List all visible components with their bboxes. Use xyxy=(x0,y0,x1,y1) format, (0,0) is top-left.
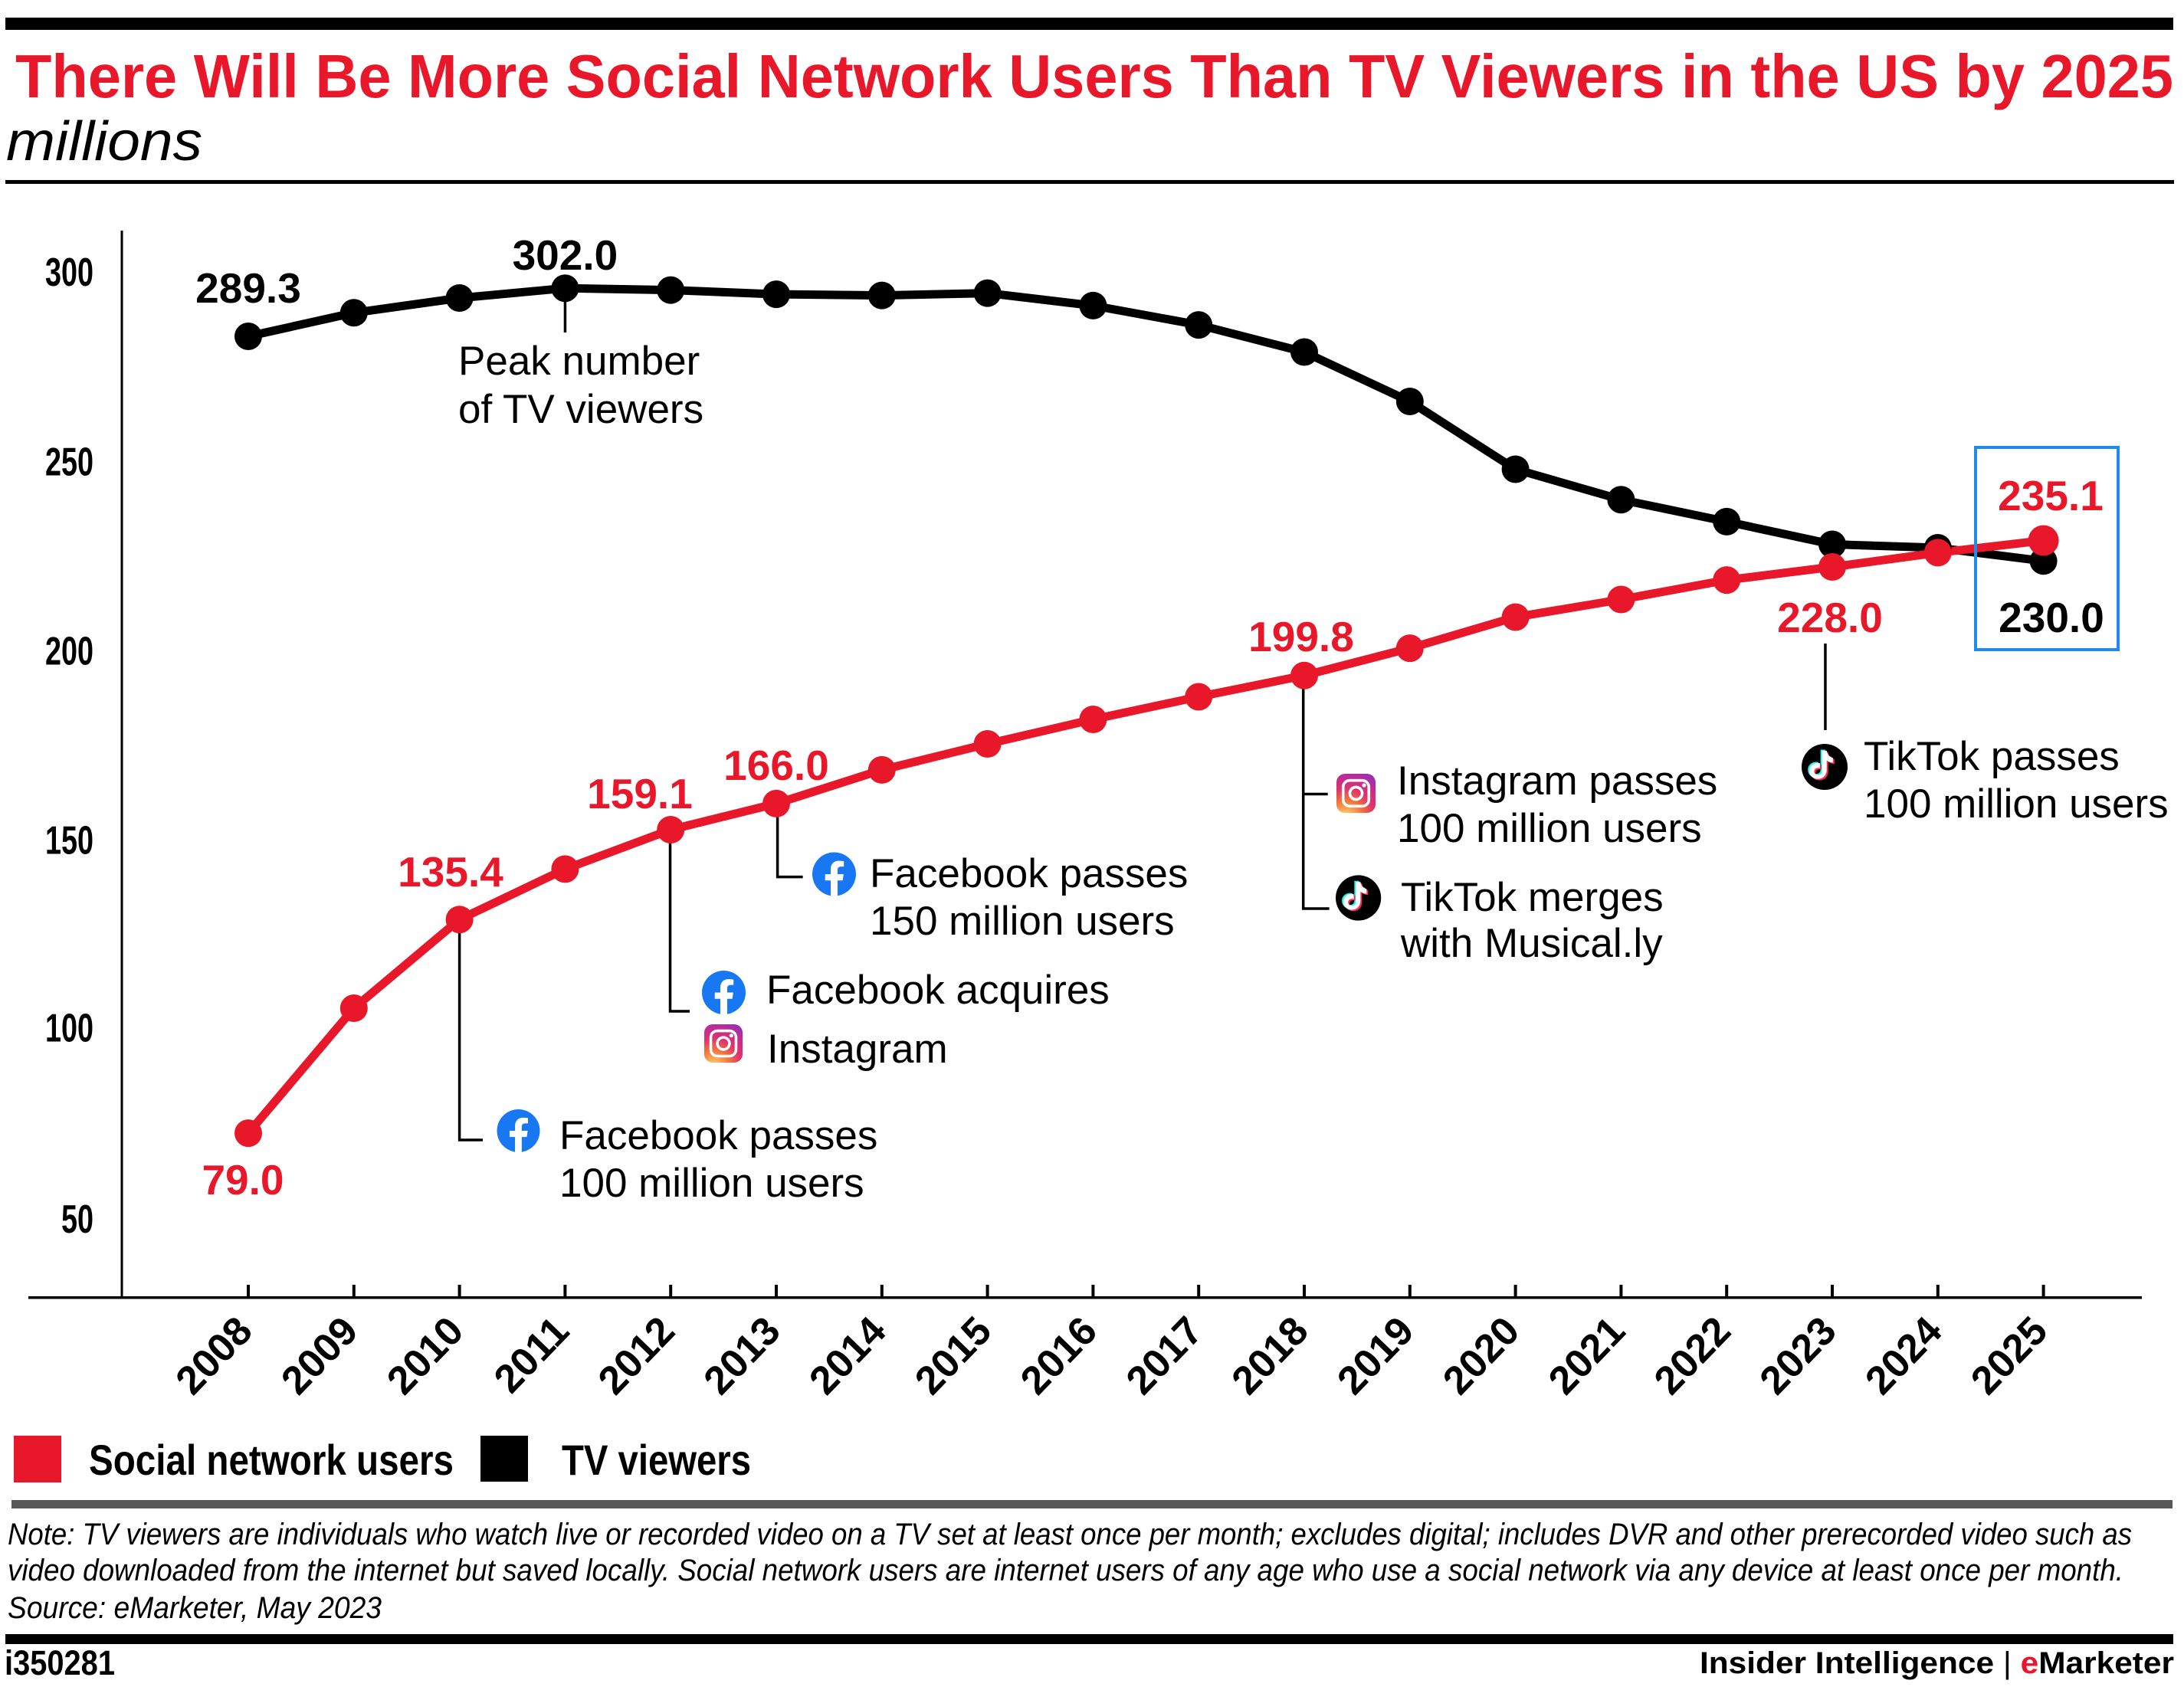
svg-text:Source: eMarketer, May 2023: Source: eMarketer, May 2023 xyxy=(8,1591,382,1625)
svg-text:Facebook passes: Facebook passes xyxy=(559,1113,877,1158)
svg-text:159.1: 159.1 xyxy=(587,770,693,817)
svg-text:150 million users: 150 million users xyxy=(870,899,1175,944)
svg-text:TikTok merges: TikTok merges xyxy=(1401,875,1664,920)
svg-text:video downloaded from the inte: video downloaded from the internet but s… xyxy=(8,1554,2123,1587)
svg-text:199.8: 199.8 xyxy=(1248,613,1354,660)
svg-text:235.1: 235.1 xyxy=(1998,472,2104,519)
svg-text:100 million users: 100 million users xyxy=(559,1161,864,1206)
svg-text:135.4: 135.4 xyxy=(398,848,503,896)
svg-text:230.0: 230.0 xyxy=(1999,594,2104,641)
svg-text:100 million users: 100 million users xyxy=(1397,806,1702,851)
svg-text:Facebook passes: Facebook passes xyxy=(870,851,1188,896)
svg-text:Insider Intelligence | eMarket: Insider Intelligence | eMarketer xyxy=(1700,1646,2174,1680)
svg-text:302.0: 302.0 xyxy=(513,231,618,279)
svg-text:300: 300 xyxy=(45,251,93,295)
svg-text:228.0: 228.0 xyxy=(1777,594,1883,641)
svg-text:Peak number: Peak number xyxy=(458,339,700,384)
svg-text:Instagram: Instagram xyxy=(767,1027,948,1072)
svg-text:TV viewers: TV viewers xyxy=(562,1436,751,1484)
svg-text:289.3: 289.3 xyxy=(195,264,301,312)
svg-text:with Musical.ly: with Musical.ly xyxy=(1400,921,1663,966)
svg-text:79.0: 79.0 xyxy=(202,1156,284,1204)
svg-text:millions: millions xyxy=(6,111,202,172)
svg-text:Note: TV viewers are individua: Note: TV viewers are individuals who wat… xyxy=(8,1518,2132,1551)
svg-text:166.0: 166.0 xyxy=(723,742,829,789)
svg-text:There Will Be More Social Netw: There Will Be More Social Network Users … xyxy=(15,42,2173,110)
svg-text:100: 100 xyxy=(45,1007,93,1051)
svg-text:100 million users: 100 million users xyxy=(1864,781,2169,827)
svg-text:of TV viewers: of TV viewers xyxy=(458,387,703,432)
svg-text:50: 50 xyxy=(61,1197,93,1242)
svg-text:200: 200 xyxy=(45,630,93,674)
svg-text:i350281: i350281 xyxy=(5,1643,115,1682)
svg-text:Facebook acquires: Facebook acquires xyxy=(766,968,1110,1013)
svg-text:250: 250 xyxy=(45,441,93,485)
svg-text:150: 150 xyxy=(45,819,93,863)
svg-text:TikTok passes: TikTok passes xyxy=(1864,734,2120,779)
svg-text:Social network users: Social network users xyxy=(89,1436,454,1484)
svg-text:Instagram passes: Instagram passes xyxy=(1397,758,1717,804)
